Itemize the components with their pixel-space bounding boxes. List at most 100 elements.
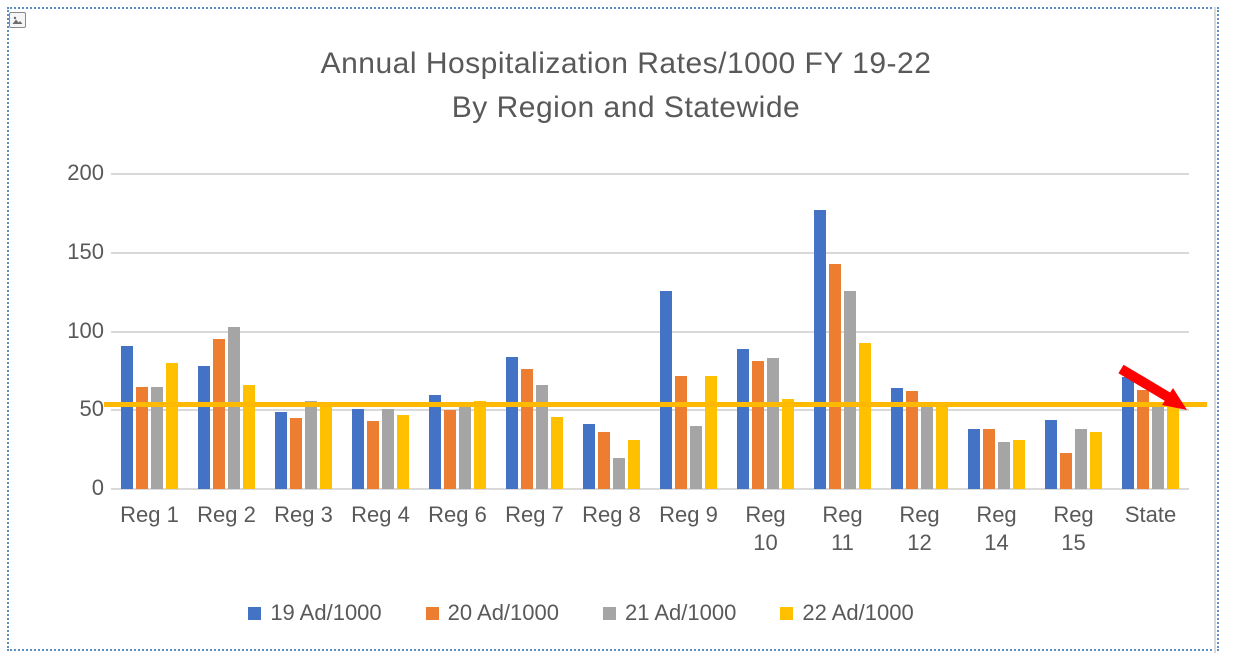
legend-item: 19 Ad/1000	[248, 600, 382, 626]
bar	[444, 410, 456, 489]
bar	[1090, 432, 1102, 489]
bar-group-reg-10	[737, 174, 794, 489]
legend-swatch	[425, 606, 439, 620]
bar	[1045, 419, 1057, 489]
bar	[782, 399, 794, 489]
bar-group-reg-2	[198, 174, 255, 489]
bar	[320, 402, 332, 489]
x-axis-label: Reg 9	[659, 502, 718, 527]
bar	[737, 348, 749, 489]
bar	[1152, 402, 1164, 489]
x-axis-label: Reg 2	[197, 502, 256, 527]
x-axis-label: Reg 12	[899, 502, 940, 555]
bar	[921, 405, 933, 489]
bar	[968, 429, 980, 489]
bar	[429, 394, 441, 489]
bar	[1060, 452, 1072, 489]
bar	[290, 418, 302, 489]
bar-group-reg-9	[660, 174, 717, 489]
legend-label: 21 Ad/1000	[625, 600, 737, 625]
bar	[983, 429, 995, 489]
chart-title-line2: By Region and Statewide	[451, 91, 801, 124]
plot-area	[111, 174, 1189, 489]
legend-label: 19 Ad/1000	[270, 600, 382, 625]
x-axis-label: Reg 15	[1053, 502, 1094, 555]
bar	[121, 345, 133, 489]
reference-line	[104, 401, 1207, 407]
x-axis-label: Reg 8	[582, 502, 641, 527]
bar-group-reg-6	[429, 174, 486, 489]
bar	[352, 408, 364, 489]
x-axis-label: Reg 4	[351, 502, 410, 527]
y-tick-label: 0	[91, 475, 104, 500]
bar	[367, 421, 379, 489]
bar	[1013, 440, 1025, 489]
bar	[521, 369, 533, 489]
legend-swatch	[248, 606, 262, 620]
bar	[628, 440, 640, 489]
bar	[690, 426, 702, 489]
gridline	[111, 173, 1189, 175]
x-axis-label: Reg 1	[120, 502, 179, 527]
bar	[459, 407, 471, 489]
bar	[166, 363, 178, 489]
bar	[767, 358, 779, 489]
bar	[151, 386, 163, 489]
bar-group-reg-8	[583, 174, 640, 489]
y-tick-label: 150	[67, 238, 104, 264]
bar	[814, 210, 826, 489]
bar	[305, 400, 317, 489]
bar	[829, 263, 841, 489]
image-selection-border[interactable]: Annual Hospitalization Rates/1000 FY 19-…	[7, 7, 1219, 651]
bar	[275, 411, 287, 489]
bar	[1137, 389, 1149, 489]
y-tick-label: 50	[79, 396, 104, 422]
picture-icon-glyph	[12, 16, 23, 24]
bar	[1167, 407, 1179, 489]
bar	[243, 385, 255, 489]
bar	[906, 391, 918, 489]
bar-group-reg-12	[891, 174, 948, 489]
gridline	[111, 488, 1189, 490]
bar	[613, 457, 625, 489]
bar	[136, 386, 148, 489]
bar	[1122, 377, 1134, 489]
bar	[536, 385, 548, 489]
y-tick-label: 200	[67, 160, 104, 185]
bar	[598, 432, 610, 489]
bar-group-reg-1	[121, 174, 178, 489]
picture-icon[interactable]	[9, 12, 26, 28]
bar	[382, 408, 394, 489]
legend-swatch	[780, 606, 794, 620]
x-axis-label: Reg 6	[428, 502, 487, 527]
bar	[506, 356, 518, 489]
bar	[660, 290, 672, 489]
bar-group-reg-14	[968, 174, 1025, 489]
legend-item: 20 Ad/1000	[425, 600, 559, 626]
bar-group-reg-15	[1045, 174, 1102, 489]
bar-group-reg-7	[506, 174, 563, 489]
bar	[583, 424, 595, 489]
x-axis-label: Reg 14	[976, 502, 1017, 555]
bar-group-reg-4	[352, 174, 409, 489]
chart-legend: 19 Ad/1000 20 Ad/1000 21 Ad/1000 22 Ad/1000	[111, 600, 1051, 626]
bar	[198, 366, 210, 489]
legend-label: 22 Ad/1000	[802, 600, 914, 625]
x-axis-label: Reg 11	[822, 502, 863, 555]
bar	[752, 361, 764, 489]
legend-item: 22 Ad/1000	[780, 600, 914, 626]
legend-item: 21 Ad/1000	[603, 600, 736, 626]
chart-title-line1: Annual Hospitalization Rates/1000 FY 19-…	[320, 47, 932, 80]
legend-swatch	[603, 606, 616, 620]
x-axis-label: Reg 3	[274, 502, 333, 527]
bar-group-reg-3	[275, 174, 332, 489]
bar	[213, 339, 225, 489]
bar	[474, 400, 486, 489]
bar-group-state	[1122, 174, 1179, 489]
bar	[859, 342, 871, 489]
x-axis-labels: Reg 1 Reg 2 Reg 3 Reg 4 Reg 6 Reg 7 Reg 8 Reg 9…	[111, 501, 1189, 557]
bar	[551, 416, 563, 489]
bar	[891, 388, 903, 489]
bar	[228, 326, 240, 489]
